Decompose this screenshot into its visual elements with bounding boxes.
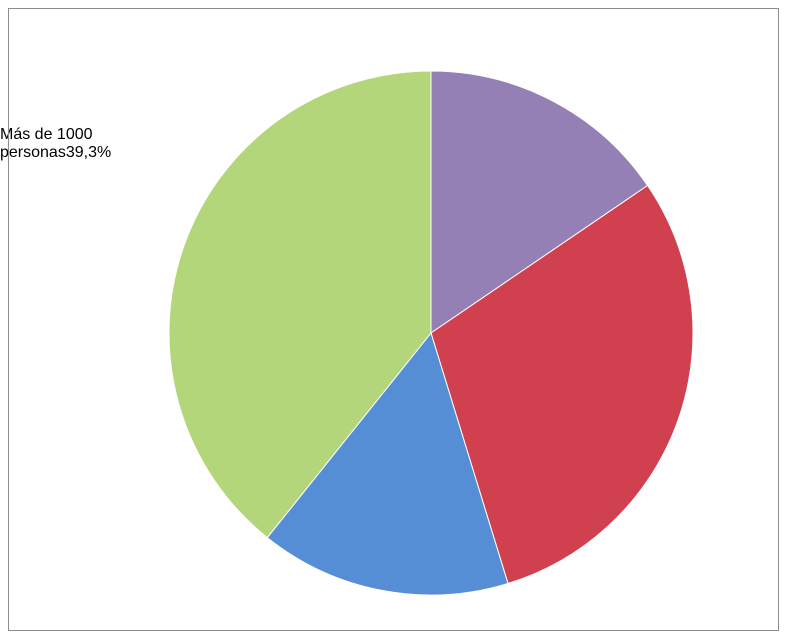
slice-label: Más de 1000 personas39,3% [0, 126, 125, 162]
pie-slice [266, 331, 509, 596]
value-label: 15,5% [65, 18, 112, 35]
category-label: Menos de 100 personas [0, 0, 102, 35]
category-label: Entre 101 y 500 personas [0, 36, 113, 71]
slice-label: Menos de 100 personas15,5% [0, 0, 130, 36]
pie-slice [168, 70, 432, 539]
pie-slice [430, 184, 694, 585]
chart-frame [8, 8, 779, 631]
value-label: 15,5% [65, 108, 112, 125]
value-label: 29,8% [65, 54, 112, 71]
pie-slice [430, 70, 649, 334]
category-label: Más de 1000 personas [0, 126, 93, 161]
slice-label: Entre 101 y 500 personas29,8% [0, 36, 165, 72]
value-label: 39,3% [65, 144, 112, 161]
